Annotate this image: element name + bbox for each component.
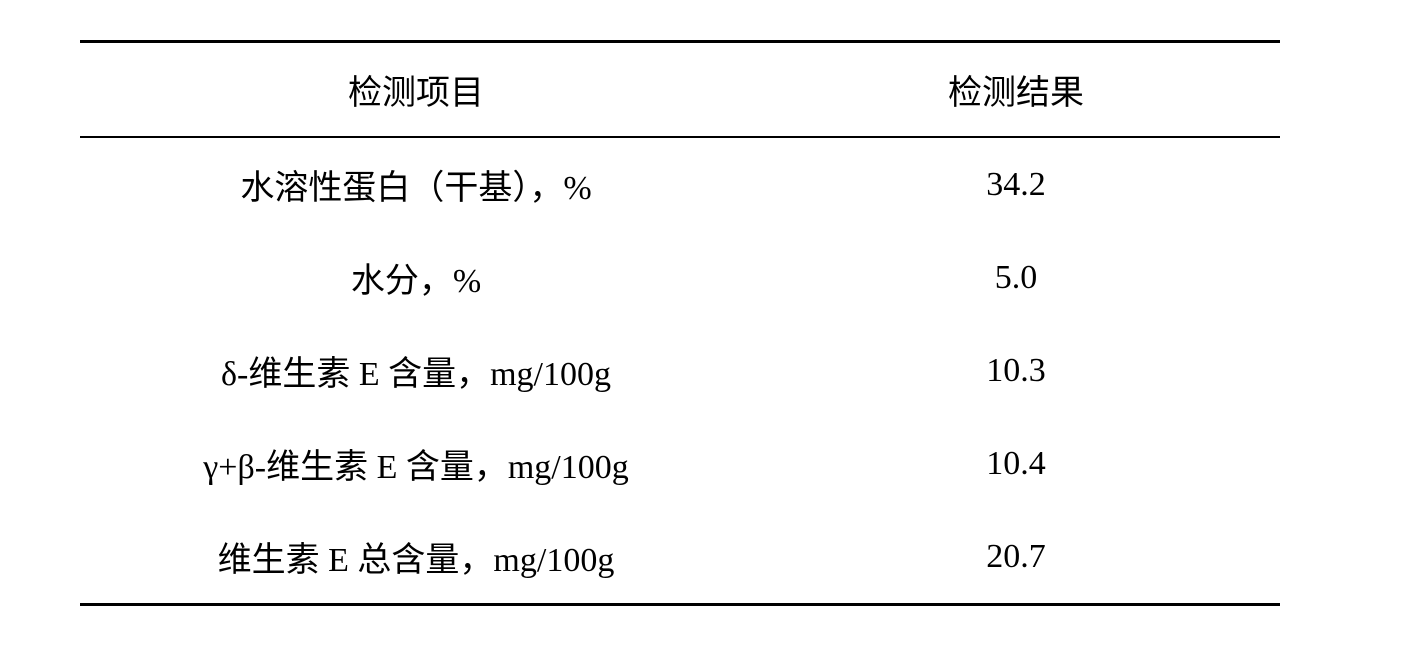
cell-item: δ-维生素 E 含量，mg/100g [80,324,752,417]
cell-result: 10.4 [752,417,1280,510]
cell-result: 5.0 [752,231,1280,324]
cell-item: 维生素 E 总含量，mg/100g [80,510,752,605]
table-row: 水溶性蛋白（干基），% 34.2 [80,137,1280,231]
cell-item: 水溶性蛋白（干基），% [80,137,752,231]
table-row: 水分，% 5.0 [80,231,1280,324]
cell-item: γ+β-维生素 E 含量，mg/100g [80,417,752,510]
table-row: γ+β-维生素 E 含量，mg/100g 10.4 [80,417,1280,510]
table-row: 维生素 E 总含量，mg/100g 20.7 [80,510,1280,605]
cell-result: 10.3 [752,324,1280,417]
cell-result: 20.7 [752,510,1280,605]
table-row: δ-维生素 E 含量，mg/100g 10.3 [80,324,1280,417]
cell-item: 水分，% [80,231,752,324]
cell-result: 34.2 [752,137,1280,231]
col-header-item: 检测项目 [80,42,752,138]
detection-table: 检测项目 检测结果 水溶性蛋白（干基），% 34.2 水分，% 5.0 δ-维生… [80,40,1280,606]
table-header-row: 检测项目 检测结果 [80,42,1280,138]
col-header-result: 检测结果 [752,42,1280,138]
